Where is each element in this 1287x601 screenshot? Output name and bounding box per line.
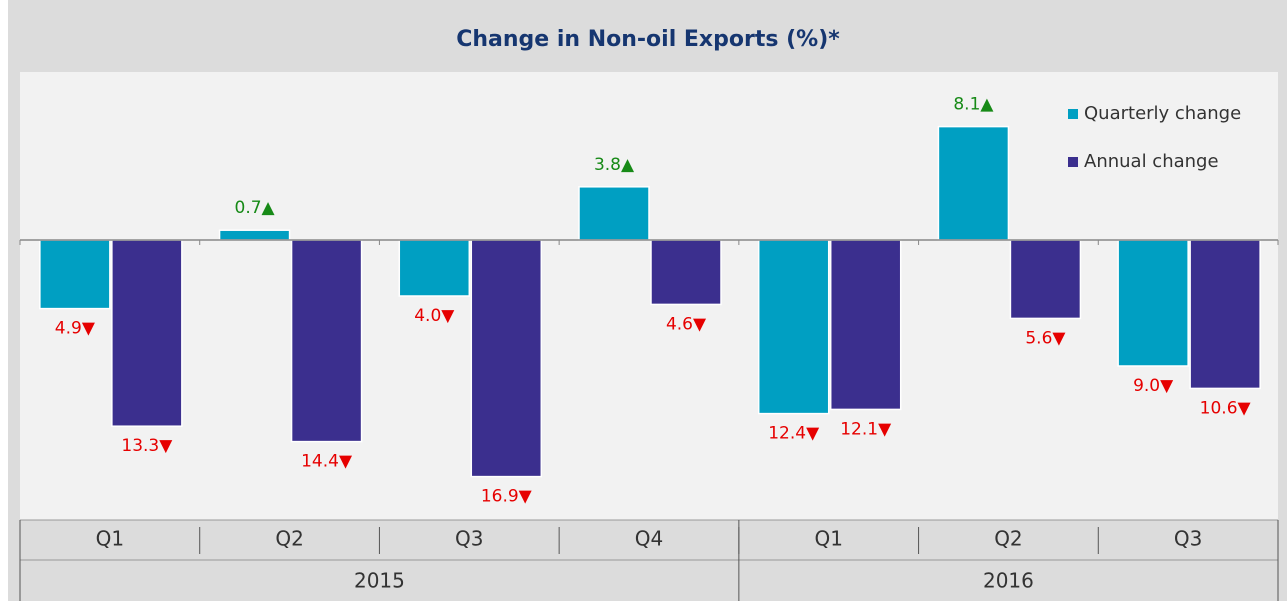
x-tick-label: Q1 <box>814 527 842 551</box>
x-tick-label: Q3 <box>455 527 483 551</box>
data-label: 13.3▼ <box>121 436 173 456</box>
data-label: 5.6▼ <box>1025 328 1066 348</box>
bar <box>470 239 543 478</box>
x-tick-label: Q3 <box>1174 527 1202 551</box>
data-label: 14.4▼ <box>301 452 353 472</box>
x-tick-label: Q1 <box>96 527 124 551</box>
x-tick-label: Q4 <box>635 527 663 551</box>
plot-area <box>20 72 1278 520</box>
legend-swatch <box>1068 109 1078 119</box>
legend-label: Quarterly change <box>1084 103 1241 124</box>
data-label: 4.0▼ <box>414 306 455 326</box>
bar <box>829 239 902 411</box>
data-label: 4.6▼ <box>666 314 707 334</box>
bar <box>578 186 650 241</box>
bar <box>937 125 1010 241</box>
bar <box>218 229 291 241</box>
data-label: 12.4▼ <box>768 424 820 444</box>
data-label: 4.9▼ <box>55 319 96 339</box>
bar <box>757 239 830 415</box>
x-tick-label: Q2 <box>994 527 1022 551</box>
bar <box>1009 239 1082 320</box>
data-label: 9.0▼ <box>1133 376 1174 396</box>
group-label: 2015 <box>354 569 405 593</box>
legend-label: Annual change <box>1084 151 1219 172</box>
data-label: 10.6▼ <box>1200 398 1252 418</box>
bar <box>39 239 111 310</box>
bar <box>290 239 363 443</box>
legend-swatch <box>1068 157 1078 167</box>
bar <box>650 239 722 306</box>
bar <box>1189 239 1261 390</box>
data-label: 16.9▼ <box>481 487 533 507</box>
chart-title: Change in Non-oil Exports (%)* <box>456 27 840 52</box>
data-label: 8.1▲ <box>953 95 994 115</box>
group-label: 2016 <box>983 569 1034 593</box>
bar <box>398 239 471 297</box>
bar <box>111 239 183 427</box>
x-tick-label: Q2 <box>275 527 303 551</box>
data-label: 3.8▲ <box>594 155 635 175</box>
data-label: 0.7▲ <box>235 198 276 218</box>
data-label: 12.1▼ <box>840 419 892 439</box>
bar <box>1117 239 1189 367</box>
